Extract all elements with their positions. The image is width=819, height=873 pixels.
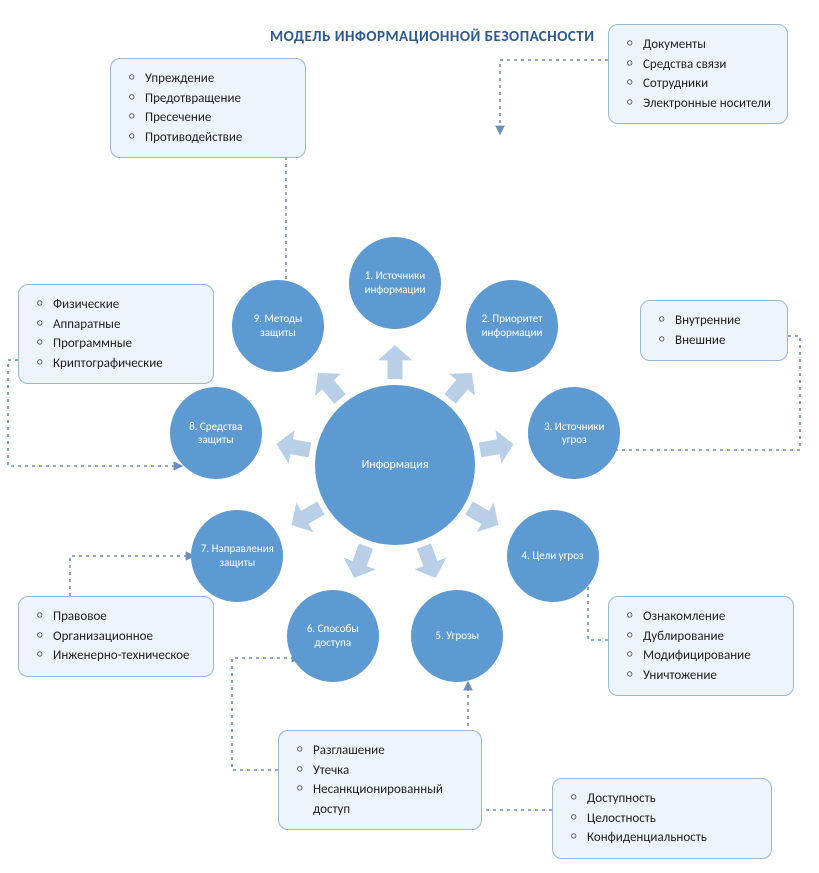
callout-item: Средства связи — [627, 55, 775, 75]
connector-1 — [500, 60, 608, 132]
callout-list: ВнутренниеВнешние — [659, 311, 775, 350]
callout-item: Конфиденциальность — [571, 828, 759, 848]
radial-arrow — [333, 538, 381, 583]
callout-item: Электронные носители — [627, 94, 775, 114]
callout-item: Уничтожение — [627, 666, 781, 686]
radial-arrow — [274, 422, 314, 466]
diagram-stage: МОДЕЛЬ ИНФОРМАЦИОННОЙ БЕЗОПАСНОСТИ Инфор… — [0, 0, 819, 873]
callout-item: Предотвращение — [129, 89, 293, 109]
callout-list: УпреждениеПредотвращениеПресечениеПротив… — [129, 69, 293, 147]
callout-item: Пресечение — [129, 108, 293, 128]
node-label: 2. Приоритет информации — [472, 312, 552, 340]
callout-item: Модифицирование — [627, 646, 781, 666]
callout-list: ОзнакомлениеДублированиеМодифицированиеУ… — [627, 607, 781, 685]
callout-item: Целостность — [571, 809, 759, 829]
node-label: 8. Средства защиты — [176, 420, 256, 448]
callout-6: РазглашениеУтечкаНесанкционированный дос… — [278, 730, 482, 830]
callout-2: ВнутренниеВнешние — [640, 300, 788, 361]
node-1: 1. Источники информации — [349, 237, 441, 329]
node-6: 6. Способы доступа — [287, 590, 379, 682]
node-label: 6. Способы доступа — [293, 622, 373, 650]
callout-item: Противодействие — [129, 128, 293, 148]
node-label: 9. Методы защиты — [238, 312, 318, 340]
callout-item: Внутренние — [659, 311, 775, 331]
node-label: 5. Угрозы — [435, 629, 479, 643]
callout-item: Дублирование — [627, 627, 781, 647]
node-4: 4. Цели угроз — [507, 510, 599, 602]
node-9: 9. Методы защиты — [232, 280, 324, 372]
radial-arrow — [404, 540, 452, 585]
center-node: Информация — [315, 385, 475, 545]
callout-item: Инженерно-техническое — [37, 646, 201, 666]
callout-item: Правовое — [37, 607, 201, 627]
callout-item: Программные — [37, 334, 201, 354]
node-2: 2. Приоритет информации — [466, 280, 558, 372]
callout-item: Ознакомление — [627, 607, 781, 627]
center-node-label: Информация — [362, 458, 429, 472]
callout-item: Внешние — [659, 331, 775, 351]
radial-arrow — [378, 345, 417, 379]
callout-list: ДоступностьЦелостностьКонфиденциальность — [571, 789, 759, 848]
callout-item: Доступность — [571, 789, 759, 809]
callout-list: ДокументыСредства связиСотрудникиЭлектро… — [627, 35, 775, 113]
connector-9 — [240, 140, 286, 296]
callout-item: Разглашение — [297, 741, 469, 761]
callout-item: Несанкционированный доступ — [297, 780, 469, 819]
callout-list: РазглашениеУтечкаНесанкционированный дос… — [297, 741, 469, 819]
callout-item: Документы — [627, 35, 775, 55]
callout-1: ДокументыСредства связиСотрудникиЭлектро… — [608, 24, 788, 124]
node-3: 3. Источники угроз — [528, 387, 620, 479]
node-7: 7. Направления защиты — [191, 510, 283, 602]
node-label: 4. Цели угроз — [522, 549, 584, 563]
callout-8: ФизическиеАппаратныеПрограммныеКриптогра… — [18, 284, 214, 384]
node-5: 5. Угрозы — [411, 590, 503, 682]
callout-item: Утечка — [297, 761, 469, 781]
node-label: 1. Источники информации — [355, 269, 435, 297]
connector-7 — [70, 556, 192, 596]
callout-item: Организационное — [37, 627, 201, 647]
callout-9: УпреждениеПредотвращениеПресечениеПротив… — [110, 58, 306, 158]
node-8: 8. Средства защиты — [170, 387, 262, 479]
radial-arrow — [477, 427, 517, 471]
node-label: 7. Направления защиты — [197, 542, 277, 570]
page-title: МОДЕЛЬ ИНФОРМАЦИОННОЙ БЕЗОПАСНОСТИ — [270, 28, 595, 46]
callout-list: ПравовоеОрганизационноеИнженерно-техниче… — [37, 607, 201, 666]
node-label: 3. Источники угроз — [534, 420, 614, 448]
callout-list: ФизическиеАппаратныеПрограммныеКриптогра… — [37, 295, 201, 373]
callout-item: Сотрудники — [627, 74, 775, 94]
callout-7: ПравовоеОрганизационноеИнженерно-техниче… — [18, 596, 214, 677]
callout-5: ДоступностьЦелостностьКонфиденциальность — [552, 778, 772, 859]
callout-item: Физические — [37, 295, 201, 315]
callout-4: ОзнакомлениеДублированиеМодифицированиеУ… — [608, 596, 794, 696]
callout-item: Упреждение — [129, 69, 293, 89]
callout-item: Криптографические — [37, 354, 201, 374]
callout-item: Аппаратные — [37, 315, 201, 335]
